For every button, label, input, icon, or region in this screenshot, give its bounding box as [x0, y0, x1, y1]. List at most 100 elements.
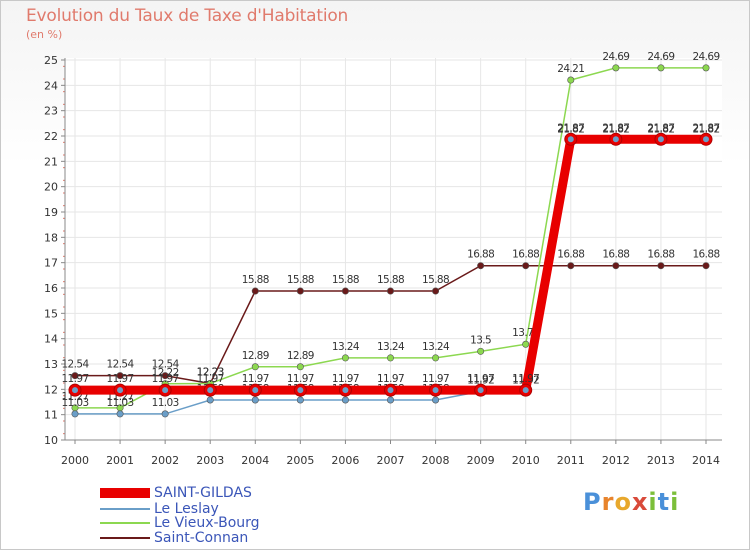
- x-tick-label: 2000: [61, 454, 89, 467]
- data-label-saint-connan: 12.23: [197, 367, 224, 379]
- x-tick-label: 2013: [647, 454, 675, 467]
- data-point-saint-gildas-inner: [567, 136, 574, 143]
- data-point-le-vieux-bourg: [477, 347, 485, 355]
- data-point-saint-gildas-inner: [387, 387, 394, 394]
- x-tick-label: 2014: [692, 454, 720, 467]
- y-tick-label: 11: [44, 409, 58, 422]
- data-point-le-vieux-bourg: [341, 354, 349, 362]
- data-label-saint-gildas: 11.97: [61, 373, 88, 385]
- data-label-le-vieux-bourg: 12.22: [152, 367, 179, 379]
- legend-swatch-saint-connan: [100, 537, 150, 539]
- chart-title: Evolution du Taux de Taxe d'Habitation: [26, 6, 349, 26]
- plot-area: [65, 58, 722, 440]
- data-point-saint-connan: [161, 372, 169, 380]
- data-label-le-leslay: 21.82: [692, 124, 719, 136]
- data-point-saint-connan: [612, 262, 620, 270]
- data-point-saint-connan: [71, 372, 79, 380]
- legend-item-saint-connan: Saint-Connan: [100, 530, 248, 546]
- legend-label: SAINT-GILDAS: [154, 485, 252, 501]
- legend-item-le-vieux-bourg: Le Vieux-Bourg: [100, 515, 260, 531]
- data-point-le-leslay: [116, 410, 124, 418]
- data-point-saint-gildas-inner: [72, 387, 78, 394]
- data-label-saint-connan: 16.88: [467, 249, 494, 261]
- y-tick-label: 22: [44, 130, 58, 143]
- data-point-le-leslay: [296, 396, 304, 404]
- data-label-le-leslay: 11.03: [61, 397, 88, 409]
- data-label-saint-connan: 16.88: [557, 249, 584, 261]
- y-unit-label: (en %): [26, 28, 63, 41]
- data-label-le-vieux-bourg: 13.5: [470, 334, 491, 346]
- data-label-le-vieux-bourg: 24.69: [602, 51, 629, 63]
- data-point-le-vieux-bourg: [702, 64, 710, 72]
- data-label-saint-connan: 15.88: [377, 274, 404, 286]
- x-tick-label: 2004: [241, 454, 269, 467]
- data-point-le-leslay: [251, 396, 259, 404]
- data-point-saint-gildas-inner: [522, 387, 529, 394]
- data-point-le-vieux-bourg: [612, 64, 620, 72]
- data-point-le-leslay: [432, 396, 440, 404]
- data-point-le-vieux-bourg: [657, 64, 665, 72]
- legend-item-saint-gildas: SAINT-GILDAS: [100, 485, 252, 501]
- data-label-saint-gildas: 21.87: [647, 122, 674, 134]
- data-point-saint-connan: [702, 262, 710, 270]
- data-label-saint-connan: 15.88: [422, 274, 449, 286]
- y-tick-label: 13: [44, 358, 58, 371]
- x-tick-label: 2005: [286, 454, 314, 467]
- data-point-saint-connan: [567, 262, 575, 270]
- data-label-saint-gildas: 11.97: [512, 373, 539, 385]
- data-point-le-leslay: [206, 396, 214, 404]
- legend-swatch-le-leslay: [100, 508, 150, 510]
- data-point-saint-gildas-inner: [297, 387, 304, 394]
- data-label-saint-gildas: 11.97: [107, 373, 134, 385]
- data-point-saint-gildas-inner: [432, 387, 439, 394]
- data-point-le-vieux-bourg: [567, 76, 575, 84]
- data-point-le-leslay: [161, 410, 169, 418]
- data-point-saint-gildas-inner: [703, 136, 709, 143]
- data-label-le-leslay: 21.82: [557, 124, 584, 136]
- data-label-le-vieux-bourg: 24.69: [692, 51, 719, 63]
- data-label-le-vieux-bourg: 12.89: [287, 350, 314, 362]
- legend-label: Saint-Connan: [154, 530, 249, 546]
- data-point-saint-gildas-inner: [342, 387, 349, 394]
- data-label-saint-connan: 12.54: [107, 359, 135, 371]
- data-label-saint-connan: 15.88: [242, 274, 269, 286]
- data-point-saint-gildas-inner: [657, 136, 664, 143]
- legend-label: Le Vieux-Bourg: [154, 515, 260, 531]
- y-tick-label: 17: [44, 257, 58, 270]
- data-label-le-vieux-bourg: 13.24: [332, 341, 360, 353]
- y-tick-label: 23: [44, 105, 58, 118]
- data-label-le-vieux-bourg: 13.24: [377, 341, 405, 353]
- data-point-le-vieux-bourg: [522, 340, 530, 348]
- data-point-le-vieux-bourg: [386, 354, 394, 362]
- data-label-saint-connan: 16.88: [602, 249, 629, 261]
- data-label-saint-gildas: 21.87: [557, 122, 584, 134]
- y-tick-label: 15: [44, 307, 58, 320]
- x-tick-label: 2008: [422, 454, 450, 467]
- data-label-le-vieux-bourg: 12.23: [197, 367, 224, 379]
- data-label-saint-connan: 15.88: [287, 274, 314, 286]
- y-tick-label: 25: [44, 54, 58, 67]
- data-point-le-leslay: [341, 396, 349, 404]
- data-label-le-vieux-bourg: 24.21: [557, 63, 584, 75]
- data-label-saint-gildas: 11.97: [197, 373, 224, 385]
- data-point-saint-gildas-inner: [117, 387, 124, 394]
- x-tick-label: 2003: [196, 454, 224, 467]
- data-label-le-leslay: 21.82: [647, 124, 674, 136]
- data-point-saint-gildas-inner: [252, 387, 259, 394]
- data-label-saint-connan: 16.88: [512, 249, 539, 261]
- proxiti-logo: Proxiti: [583, 488, 680, 516]
- data-label-le-vieux-bourg: 13.24: [422, 341, 450, 353]
- data-point-le-vieux-bourg: [251, 363, 259, 371]
- y-tick-label: 21: [44, 155, 58, 168]
- data-point-saint-gildas-inner: [162, 387, 169, 394]
- x-tick-label: 2011: [557, 454, 585, 467]
- data-label-saint-gildas: 11.97: [242, 373, 269, 385]
- data-point-saint-gildas-inner: [477, 387, 484, 394]
- data-point-saint-gildas-inner: [207, 387, 214, 394]
- data-point-saint-connan: [657, 262, 665, 270]
- x-tick-label: 2009: [467, 454, 495, 467]
- y-tick-label: 16: [44, 282, 58, 295]
- data-label-saint-connan: 16.88: [692, 249, 719, 261]
- data-point-saint-connan: [251, 287, 259, 295]
- data-point-le-leslay: [386, 396, 394, 404]
